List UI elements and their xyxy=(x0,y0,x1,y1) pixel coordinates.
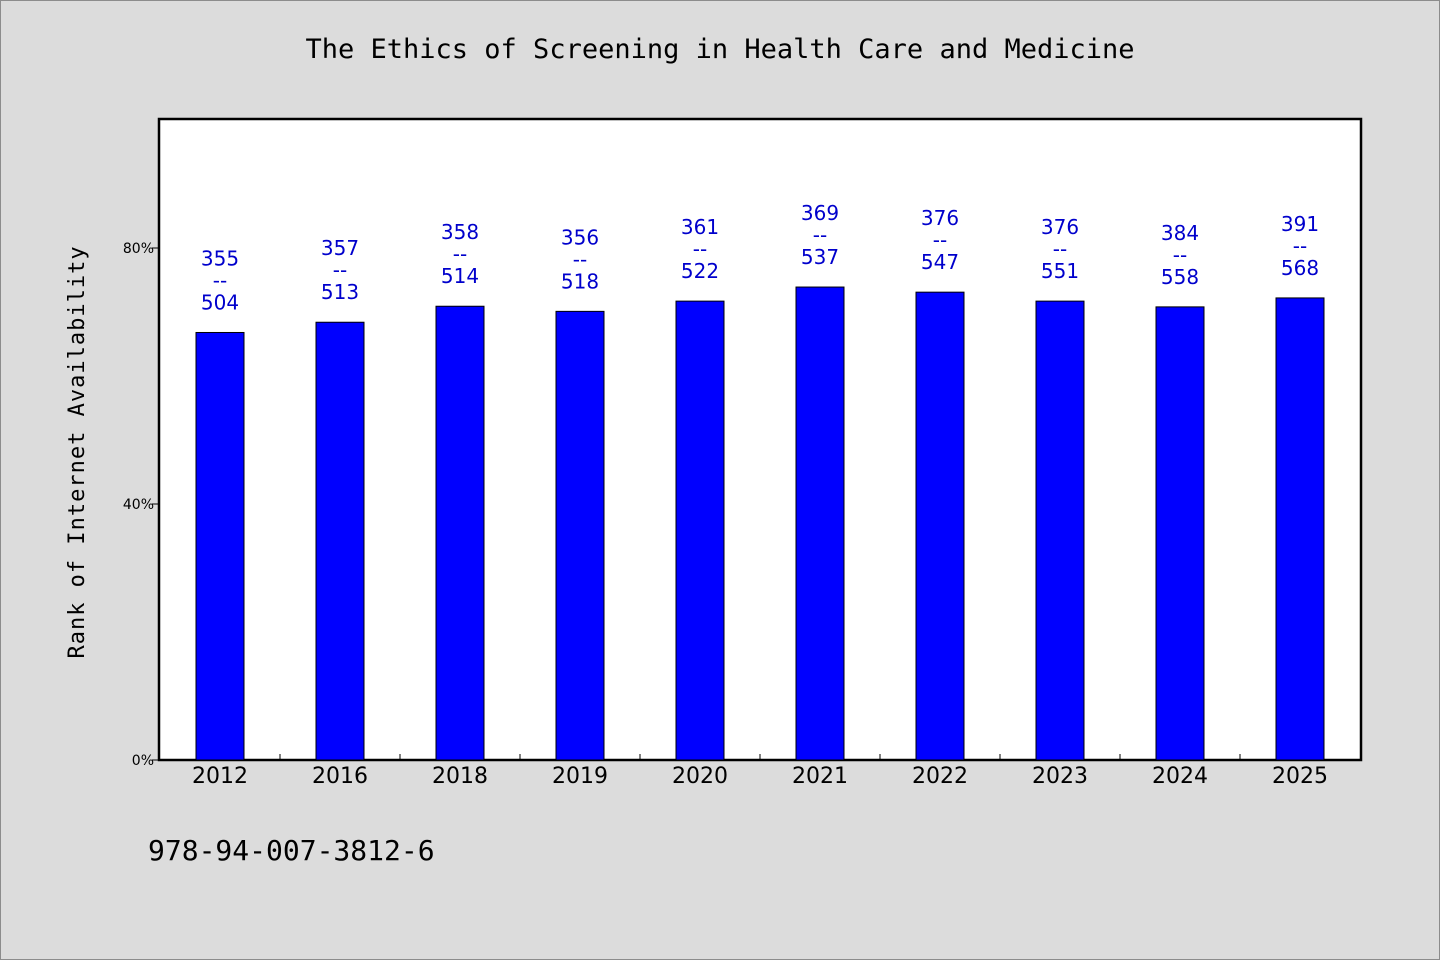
y-tick-label: 40% xyxy=(123,497,154,513)
chart-title: The Ethics of Screening in Health Care a… xyxy=(305,34,1135,65)
bar xyxy=(675,300,725,761)
y-tick-label: 80% xyxy=(123,241,154,257)
data-label-bottom: 504 xyxy=(201,290,239,314)
x-tick-label: 2012 xyxy=(192,764,248,789)
data-label-separator: -- xyxy=(1173,243,1187,267)
x-tick-label: 2020 xyxy=(672,764,728,789)
bar xyxy=(435,305,485,761)
data-label-bottom: 522 xyxy=(681,259,719,283)
bar xyxy=(1035,300,1085,761)
data-label-bottom: 547 xyxy=(921,250,959,274)
data-label-bottom: 514 xyxy=(441,264,479,288)
x-tick-label: 2024 xyxy=(1152,764,1208,789)
bar xyxy=(555,310,605,761)
data-label-separator: -- xyxy=(213,268,227,292)
data-label-separator: -- xyxy=(813,223,827,247)
isbn-label: 978-94-007-3812-6 xyxy=(148,834,435,867)
data-label-separator: -- xyxy=(453,242,467,266)
data-label-top: 356 xyxy=(561,225,599,249)
data-label-bottom: 558 xyxy=(1161,265,1199,289)
data-label-separator: -- xyxy=(1053,237,1067,261)
data-label-top: 357 xyxy=(321,236,359,260)
data-label-separator: -- xyxy=(333,258,347,282)
y-tick-label: 0% xyxy=(132,753,154,769)
data-label-top: 358 xyxy=(441,220,479,244)
y-axis-label: Rank of Internet Availability xyxy=(65,245,90,658)
data-label-separator: -- xyxy=(1293,234,1307,258)
x-tick-label: 2022 xyxy=(912,764,968,789)
data-label-bottom: 568 xyxy=(1281,256,1319,280)
bar xyxy=(1275,297,1325,761)
x-tick-label: 2025 xyxy=(1272,764,1328,789)
data-label-separator: -- xyxy=(693,237,707,261)
data-label-top: 369 xyxy=(801,201,839,225)
bar xyxy=(315,321,365,761)
x-tick-label: 2021 xyxy=(792,764,848,789)
data-label-top: 376 xyxy=(1041,215,1079,239)
x-tick-label: 2016 xyxy=(312,764,368,789)
data-label-bottom: 537 xyxy=(801,245,839,269)
bar xyxy=(195,331,245,761)
x-tick-label: 2018 xyxy=(432,764,488,789)
data-label-top: 384 xyxy=(1161,221,1199,245)
data-label-bottom: 551 xyxy=(1041,259,1079,283)
data-label-top: 361 xyxy=(681,215,719,239)
data-label-top: 376 xyxy=(921,206,959,230)
data-label-bottom: 518 xyxy=(561,269,599,293)
data-label-bottom: 513 xyxy=(321,280,359,304)
data-label-separator: -- xyxy=(573,247,587,271)
x-tick-label: 2019 xyxy=(552,764,608,789)
bar xyxy=(1155,306,1205,761)
x-tick-label: 2023 xyxy=(1032,764,1088,789)
data-label-top: 355 xyxy=(201,246,239,270)
data-label-separator: -- xyxy=(933,228,947,252)
data-label-top: 391 xyxy=(1281,212,1319,236)
bar xyxy=(795,286,845,761)
bar xyxy=(915,291,965,761)
